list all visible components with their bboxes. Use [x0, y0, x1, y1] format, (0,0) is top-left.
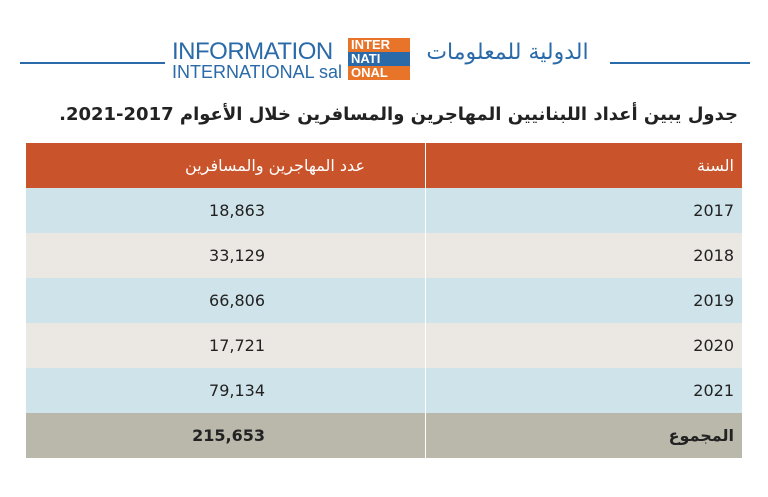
title: جدول يبين أعداد اللبنانيين المهاجرين وال…: [59, 104, 738, 125]
row: 2019 66,806: [25, 278, 742, 323]
row: 2021 79,134: [25, 368, 742, 413]
total-row: المجموع 215,653: [25, 413, 742, 458]
header-row: السنة عدد المهاجرين والمسافرين: [25, 143, 742, 188]
year: 2020: [425, 323, 742, 368]
logo-mark-line: NATI: [348, 52, 410, 66]
logo-mark-line: ONAL: [348, 66, 410, 80]
year: 2019: [425, 278, 742, 323]
count: 33,129: [25, 233, 426, 278]
header-rule: [610, 62, 750, 64]
row: 2018 33,129: [25, 233, 742, 278]
row: 2017 18,863: [25, 188, 742, 233]
logo-text: INFORMATION: [172, 38, 333, 65]
year: 2021: [425, 368, 742, 413]
logo-text: INTERNATIONAL sal: [172, 62, 343, 82]
count: 79,134: [25, 368, 426, 413]
year: 2017: [425, 188, 742, 233]
data-table: السنة عدد المهاجرين والمسافرين 2017 18,86…: [25, 143, 742, 458]
row: 2020 17,721: [25, 323, 742, 368]
logo-mark-line: INTER: [348, 38, 410, 52]
logo-mark: INTER NATI ONAL: [348, 38, 410, 80]
total-value: 215,653: [25, 413, 426, 458]
total-label: المجموع: [425, 413, 742, 458]
logo-arabic: الدولية للمعلومات: [426, 40, 589, 65]
count: 66,806: [25, 278, 426, 323]
count: 18,863: [25, 188, 426, 233]
year: 2018: [425, 233, 742, 278]
count: 17,721: [25, 323, 426, 368]
header-rule: [20, 62, 165, 64]
column-header: السنة: [425, 143, 742, 188]
column-header: عدد المهاجرين والمسافرين: [25, 143, 426, 188]
